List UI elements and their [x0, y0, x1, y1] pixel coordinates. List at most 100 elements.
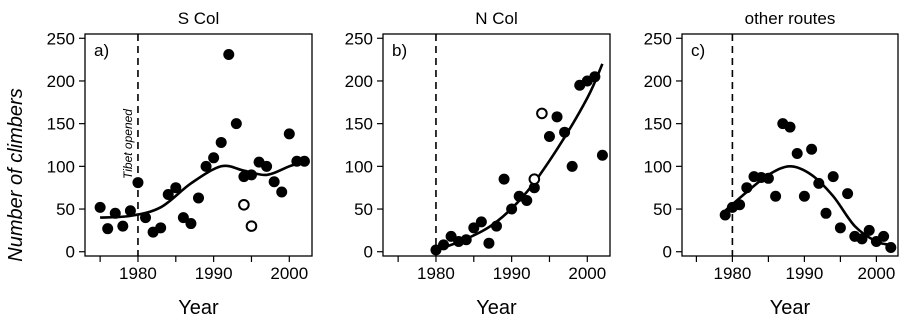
data-point	[117, 220, 129, 232]
x-tick-label: 2000	[857, 264, 895, 283]
x-tick-label: 1980	[713, 264, 751, 283]
y-tick-label: 0	[663, 243, 672, 262]
panel-title: S Col	[178, 9, 220, 28]
panel-2: N Col b) 0 50 100 150 200 250 1980 1990 2000 Year	[345, 9, 611, 319]
data-point	[719, 209, 731, 221]
data-point	[94, 201, 106, 213]
data-point	[543, 130, 555, 142]
data-point	[245, 169, 257, 181]
fit-curve	[100, 159, 305, 219]
data-point	[834, 222, 846, 234]
y-tick-label: 100	[345, 157, 373, 176]
y-tick-label: 250	[644, 29, 672, 48]
panel-label: a)	[94, 41, 109, 60]
data-point	[863, 224, 875, 236]
data-point	[170, 182, 182, 194]
data-point	[102, 223, 114, 235]
data-point	[762, 172, 774, 184]
panel-title: other routes	[745, 9, 836, 28]
data-point	[208, 152, 220, 164]
y-tick-label: 100	[644, 157, 672, 176]
data-point	[468, 222, 480, 234]
data-point	[230, 118, 242, 130]
data-point	[268, 176, 280, 188]
data-point	[791, 148, 803, 160]
data-point	[498, 173, 510, 185]
y-tick-label: 0	[66, 243, 75, 262]
x-axis-title: Year	[476, 297, 517, 319]
data-point	[162, 189, 174, 201]
x-tick-label: 1980	[417, 264, 455, 283]
panel-label: b)	[392, 41, 407, 60]
data-point	[770, 190, 782, 202]
panel-1: S Col a) 0 50 100 150 200 250 1980 1990 2000 Year Ti…	[47, 9, 313, 319]
data-point	[589, 71, 601, 83]
data-point	[734, 199, 746, 211]
data-point	[215, 136, 227, 148]
y-tick-label: 50	[56, 200, 75, 219]
y-tick-label: 150	[644, 115, 672, 134]
data-point	[806, 143, 818, 155]
y-tick-label: 200	[644, 72, 672, 91]
data-point	[551, 111, 563, 123]
x-axis-title: Year	[770, 297, 811, 319]
panel-title: N Col	[475, 9, 518, 28]
y-axis-title: Number of climbers	[5, 88, 27, 261]
annotation-label: Tibet opened	[121, 109, 135, 179]
panel-label: c)	[691, 41, 705, 60]
data-point	[200, 160, 212, 172]
fit-curve	[724, 164, 892, 247]
data-point	[283, 128, 295, 140]
x-tick-label: 1990	[785, 264, 823, 283]
data-point	[475, 216, 487, 228]
data-point	[559, 126, 571, 138]
data-point	[261, 160, 273, 172]
y-tick-label: 150	[47, 115, 75, 134]
data-point	[528, 182, 540, 194]
data-point	[798, 190, 810, 202]
fit-curve	[435, 63, 604, 252]
data-point	[177, 212, 189, 224]
y-tick-label: 0	[364, 243, 373, 262]
y-tick-label: 100	[47, 157, 75, 176]
y-tick-label: 200	[47, 72, 75, 91]
data-point	[491, 220, 502, 232]
data-point	[193, 192, 204, 204]
data-point	[185, 218, 197, 230]
data-point	[856, 233, 868, 245]
data-point-open	[528, 173, 541, 185]
y-tick-label: 250	[47, 29, 75, 48]
data-point	[132, 177, 144, 189]
y-tick-label: 50	[354, 200, 373, 219]
y-tick-label: 250	[345, 29, 373, 48]
data-point	[438, 239, 450, 251]
data-point	[827, 171, 839, 183]
x-tick-label: 1980	[119, 264, 157, 283]
x-axis-title: Year	[178, 297, 219, 319]
data-point	[460, 234, 472, 246]
data-point-open	[245, 220, 258, 232]
data-point	[842, 188, 854, 200]
data-point	[596, 149, 608, 161]
data-point-open	[536, 107, 548, 120]
data-point	[741, 182, 753, 194]
data-point	[140, 212, 152, 224]
data-point	[109, 207, 121, 219]
data-point	[483, 237, 495, 249]
data-point	[506, 203, 518, 215]
x-tick-label: 2000	[568, 264, 606, 283]
data-point	[276, 186, 288, 198]
y-tick-label: 150	[345, 115, 373, 134]
data-point	[223, 48, 235, 60]
y-tick-label: 50	[653, 200, 672, 219]
data-point	[124, 205, 136, 217]
data-point	[878, 230, 890, 242]
plot-frame	[84, 33, 313, 257]
data-point	[885, 241, 897, 253]
plot-frame	[681, 33, 899, 257]
data-point	[155, 222, 167, 234]
x-tick-label: 1990	[493, 264, 531, 283]
y-tick-label: 200	[345, 72, 373, 91]
data-point-open	[238, 198, 250, 211]
